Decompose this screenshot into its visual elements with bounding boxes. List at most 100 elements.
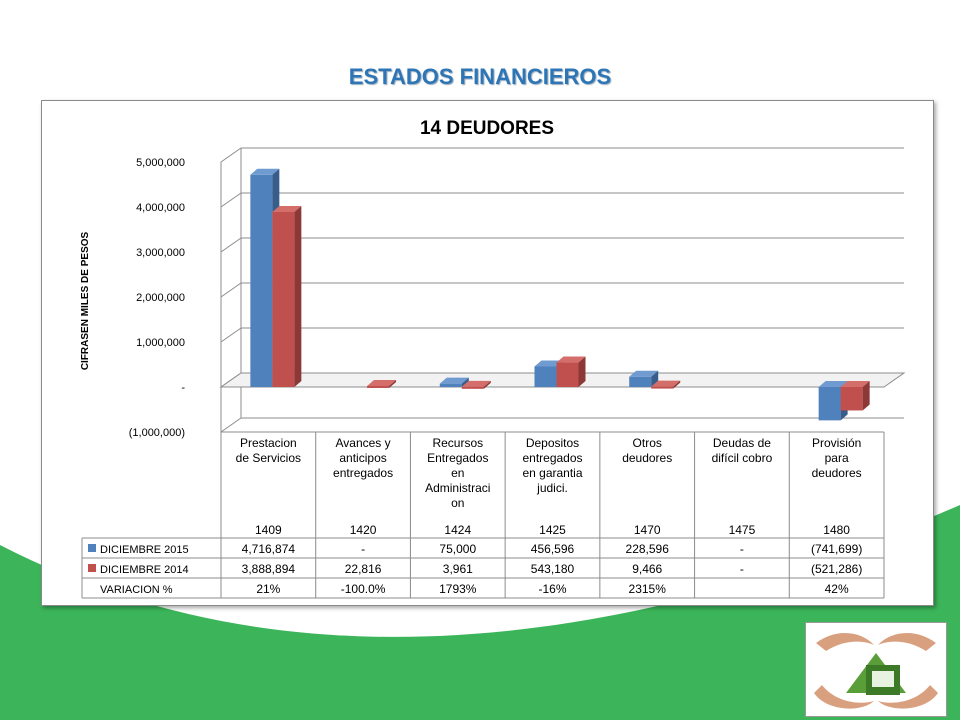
category-label: Deudas de	[713, 436, 771, 450]
category-code: 1425	[539, 523, 566, 537]
bar-top-face	[461, 380, 491, 387]
data-label: -	[361, 542, 365, 556]
legend-swatch	[88, 564, 96, 572]
category-label: para	[825, 451, 849, 465]
bar-top-face	[272, 205, 302, 212]
bar-top-face	[250, 168, 280, 175]
data-label: 543,180	[531, 562, 575, 576]
gridline-depth	[220, 192, 242, 208]
legend-label: DICIEMBRE 2015	[100, 544, 189, 556]
data-label: 3,888,894	[242, 562, 296, 576]
bar-side-face	[578, 356, 586, 387]
bar-2015	[534, 366, 557, 387]
chart: 14 DEUDORES CIFRASEN MILES DE PESOS 5,000,…	[80, 118, 906, 599]
variation-value: -100.0%	[341, 582, 386, 596]
bar-side-face	[389, 379, 397, 388]
bar-2015	[818, 387, 841, 421]
green-wave	[0, 505, 960, 720]
category-code: 1475	[729, 523, 756, 537]
category-label: de Servicios	[236, 451, 301, 465]
category-label: Entregados	[427, 451, 488, 465]
category-code: 1420	[350, 523, 377, 537]
y-tick-label: -	[181, 382, 185, 394]
category-label: judici.	[536, 481, 568, 495]
y-tick-label: 2,000,000	[136, 292, 185, 304]
category-label: entregados	[333, 466, 393, 480]
bar-top-face	[367, 379, 397, 386]
y-tick-label: 3,000,000	[136, 247, 185, 259]
gridline-depth	[220, 237, 242, 253]
category-label: Administraci	[425, 481, 490, 495]
data-label: (741,699)	[811, 542, 862, 556]
data-label: 75,000	[439, 542, 476, 556]
category-label: anticipos	[339, 451, 386, 465]
hospital-logo	[805, 622, 947, 717]
category-label: en garantia	[522, 466, 582, 480]
bar-2014	[461, 386, 484, 389]
bar-top-face	[534, 360, 564, 367]
bar-side-face	[673, 380, 681, 389]
logo-hand-bottom-right	[878, 685, 938, 709]
gridline-depth	[220, 417, 242, 433]
category-label: Avances y	[335, 436, 390, 450]
data-label: 228,596	[626, 542, 670, 556]
y-tick-label: 5,000,000	[136, 157, 185, 169]
chart-title: 14 DEUDORES	[420, 118, 554, 139]
legend-swatch	[88, 544, 96, 552]
variation-value: -16%	[538, 582, 566, 596]
bar-side-face	[651, 370, 659, 387]
bar-2014	[651, 386, 674, 389]
data-label: 456,596	[531, 542, 575, 556]
chart-frame: 14 DEUDORES CIFRASEN MILES DE PESOS 5,000,…	[41, 100, 934, 606]
bar-2015	[629, 376, 652, 387]
bar-side-face	[483, 380, 491, 389]
bar-top-face	[840, 381, 870, 387]
bar-top-face	[556, 356, 586, 363]
bar-top-face	[651, 380, 681, 387]
category-label: Prestacion	[240, 436, 297, 450]
data-label: 22,816	[345, 562, 382, 576]
y-axis-label: CIFRASEN MILES DE PESOS	[80, 231, 91, 370]
bar-2015	[250, 174, 273, 387]
category-label: difícil cobro	[712, 451, 773, 465]
data-label: -	[740, 542, 744, 556]
data-label: -	[740, 562, 744, 576]
slide-title: ESTADOS FINANCIEROS	[348, 64, 612, 89]
bar-top-face	[439, 377, 469, 384]
data-label: 9,466	[632, 562, 662, 576]
category-label: deudores	[812, 466, 862, 480]
gridline-depth	[220, 282, 242, 298]
bar-2014	[367, 385, 390, 388]
category-code: 1480	[823, 523, 850, 537]
bar-top-face	[818, 381, 848, 387]
y-tick-label: 1,000,000	[136, 337, 185, 349]
logo-hand-top-left	[816, 633, 874, 651]
category-label: Otros	[633, 436, 662, 450]
category-label: deudores	[622, 451, 672, 465]
logo-house-window	[872, 671, 894, 687]
variation-label: VARIACION %	[100, 584, 173, 596]
category-code: 1424	[444, 523, 471, 537]
legend-label: DICIEMBRE 2014	[100, 564, 189, 576]
logo-hand-top-right	[878, 633, 936, 651]
bar-side-face	[461, 377, 469, 387]
bar-top-face	[629, 370, 659, 377]
variation-value: 21%	[256, 582, 280, 596]
y-tick-label: 4,000,000	[136, 202, 185, 214]
bar-side-face	[294, 205, 302, 387]
bar-2014	[840, 387, 863, 411]
category-label: Recursos	[432, 436, 483, 450]
category-code: 1470	[634, 523, 661, 537]
category-label: en	[451, 466, 464, 480]
category-label: on	[451, 496, 464, 510]
bar-2015	[439, 383, 462, 387]
bar-2014	[556, 362, 579, 387]
bar-2014	[272, 211, 295, 387]
variation-value: 1793%	[439, 582, 477, 596]
logo-hand-bottom-left	[814, 685, 874, 709]
data-label: 3,961	[443, 562, 473, 576]
gridline-depth	[220, 147, 242, 163]
bar-side-face	[862, 381, 870, 411]
data-label: 4,716,874	[242, 542, 296, 556]
